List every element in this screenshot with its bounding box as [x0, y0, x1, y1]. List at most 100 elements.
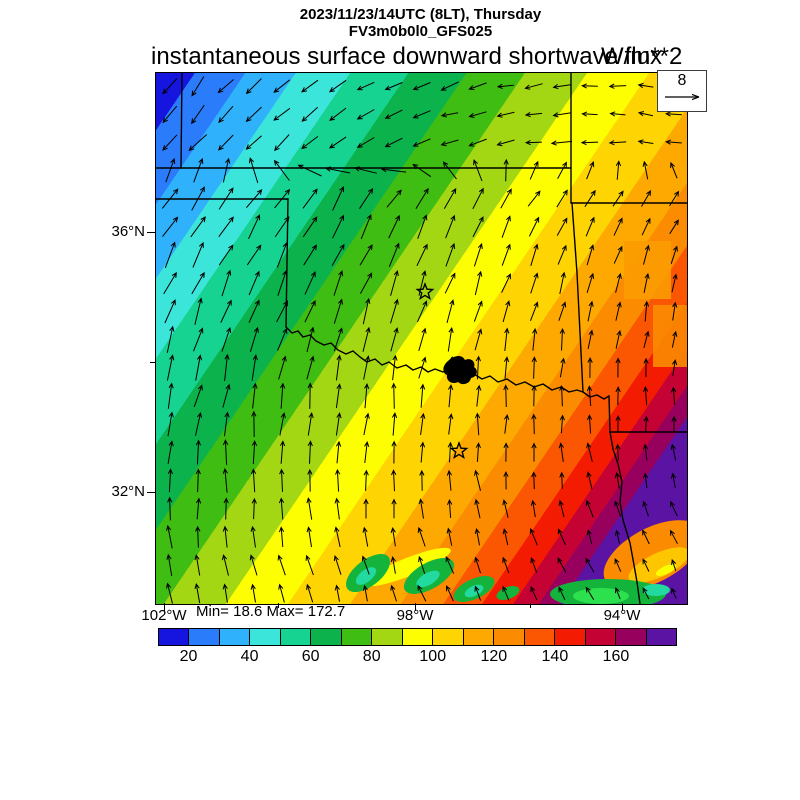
wind-arrow — [446, 469, 453, 491]
wind-arrow — [671, 359, 678, 376]
units-label: W/m**2 — [601, 43, 683, 70]
axis-tick — [415, 603, 417, 611]
wind-arrow — [279, 440, 286, 464]
border-tx-ar — [608, 395, 611, 433]
wind-arrow — [384, 137, 403, 148]
wind-arrow — [223, 497, 229, 520]
wind-arrow — [468, 111, 487, 118]
colorbar-tick-label: 20 — [179, 648, 198, 665]
wind-arrow — [167, 496, 173, 521]
wind-arrow — [558, 442, 564, 462]
wind-arrow — [391, 412, 398, 436]
wind-arrow — [188, 134, 208, 152]
wind-arrow — [306, 497, 313, 520]
wind-arrow — [530, 301, 539, 321]
wind-arrow — [419, 383, 426, 408]
wind-arrow — [166, 325, 175, 353]
axis-tick — [147, 492, 155, 494]
wind-arrow — [581, 83, 598, 89]
wind-arrow — [245, 106, 262, 123]
wind-arrow — [474, 270, 483, 296]
colorbar-segment — [402, 629, 434, 645]
border-ok-ar — [571, 202, 584, 393]
wind-arrow — [612, 190, 624, 207]
wind-arrow — [552, 83, 571, 90]
wind-arrow — [417, 300, 428, 323]
wind-arrow — [356, 109, 375, 120]
wind-arrow — [643, 272, 650, 293]
wind-arrow — [222, 439, 229, 465]
wind-arrow — [501, 215, 511, 238]
wind-arrow — [502, 499, 509, 518]
wind-arrow — [362, 326, 371, 352]
wind-arrow — [529, 528, 538, 546]
wind-arrow — [250, 468, 257, 493]
wind-arrow — [333, 298, 343, 324]
lat-tick-label: 36°N — [111, 223, 145, 240]
wind-arrow — [530, 586, 538, 601]
wind-arrow — [167, 440, 174, 464]
wind-arrow — [164, 241, 176, 269]
wind-arrow — [642, 160, 649, 180]
wind-arrow — [440, 81, 459, 91]
wind-arrow — [362, 297, 371, 325]
wind-arrow — [332, 214, 344, 239]
wind-arrow — [363, 412, 370, 436]
wind-arrow — [248, 157, 259, 184]
wind-arrow — [307, 440, 313, 464]
wind-arrow — [642, 558, 650, 572]
wind-arrow — [306, 526, 312, 548]
wind-arrow — [614, 529, 620, 544]
wind-arrow — [412, 138, 431, 147]
wind-arrow — [307, 382, 313, 409]
wind-arrow — [672, 301, 678, 321]
wind-arrow — [503, 356, 510, 379]
wind-arrow — [191, 271, 205, 295]
wind-arrow — [559, 471, 565, 489]
wind-arrow — [496, 83, 515, 89]
wind-arrow — [166, 553, 173, 576]
wind-arrow — [391, 498, 397, 519]
wind-arrow — [615, 301, 622, 321]
wind-arrow — [586, 244, 595, 266]
wind-arrow — [222, 467, 228, 493]
wind-arrow — [359, 244, 373, 266]
wind-arrow — [194, 582, 201, 604]
wind-arrow — [249, 554, 258, 576]
colorbar-tick-label: 120 — [480, 648, 508, 665]
wind-arrow — [531, 471, 537, 490]
wind-arrow — [503, 158, 509, 182]
wind-arrow — [304, 299, 316, 323]
wind-arrow — [475, 442, 481, 462]
wind-arrow — [443, 187, 457, 209]
wind-arrow — [302, 188, 318, 209]
wind-arrow — [218, 105, 234, 124]
wind-arrow — [224, 411, 230, 437]
wind-arrow — [307, 468, 313, 492]
wind-arrow — [221, 269, 232, 297]
wind-arrow — [532, 327, 538, 351]
wind-arrow — [363, 355, 371, 380]
wind-arrow — [643, 472, 649, 489]
colorbar-tick-label: 60 — [301, 648, 320, 665]
lake-texoma — [443, 355, 477, 385]
wind-arrow — [524, 139, 542, 146]
colorbar-tick-label: 40 — [240, 648, 259, 665]
wind-arrow — [448, 413, 454, 435]
wind-arrow — [671, 273, 678, 293]
wind-arrow — [529, 160, 539, 180]
wind-arrow — [643, 244, 650, 265]
axis-tick — [164, 603, 166, 611]
wind-arrow — [559, 357, 566, 378]
colorbar-segment — [585, 629, 617, 645]
wind-arrow — [558, 499, 565, 518]
wind-arrow — [384, 109, 403, 119]
wind-arrow — [251, 497, 257, 520]
wind-arrow — [643, 415, 649, 433]
wind-arrow — [557, 528, 566, 546]
wind-arrow — [252, 382, 258, 409]
colorbar-segment — [219, 629, 251, 645]
wind-arrow — [391, 440, 397, 464]
wind-arrow — [222, 383, 231, 408]
wind-arrow — [584, 189, 596, 208]
